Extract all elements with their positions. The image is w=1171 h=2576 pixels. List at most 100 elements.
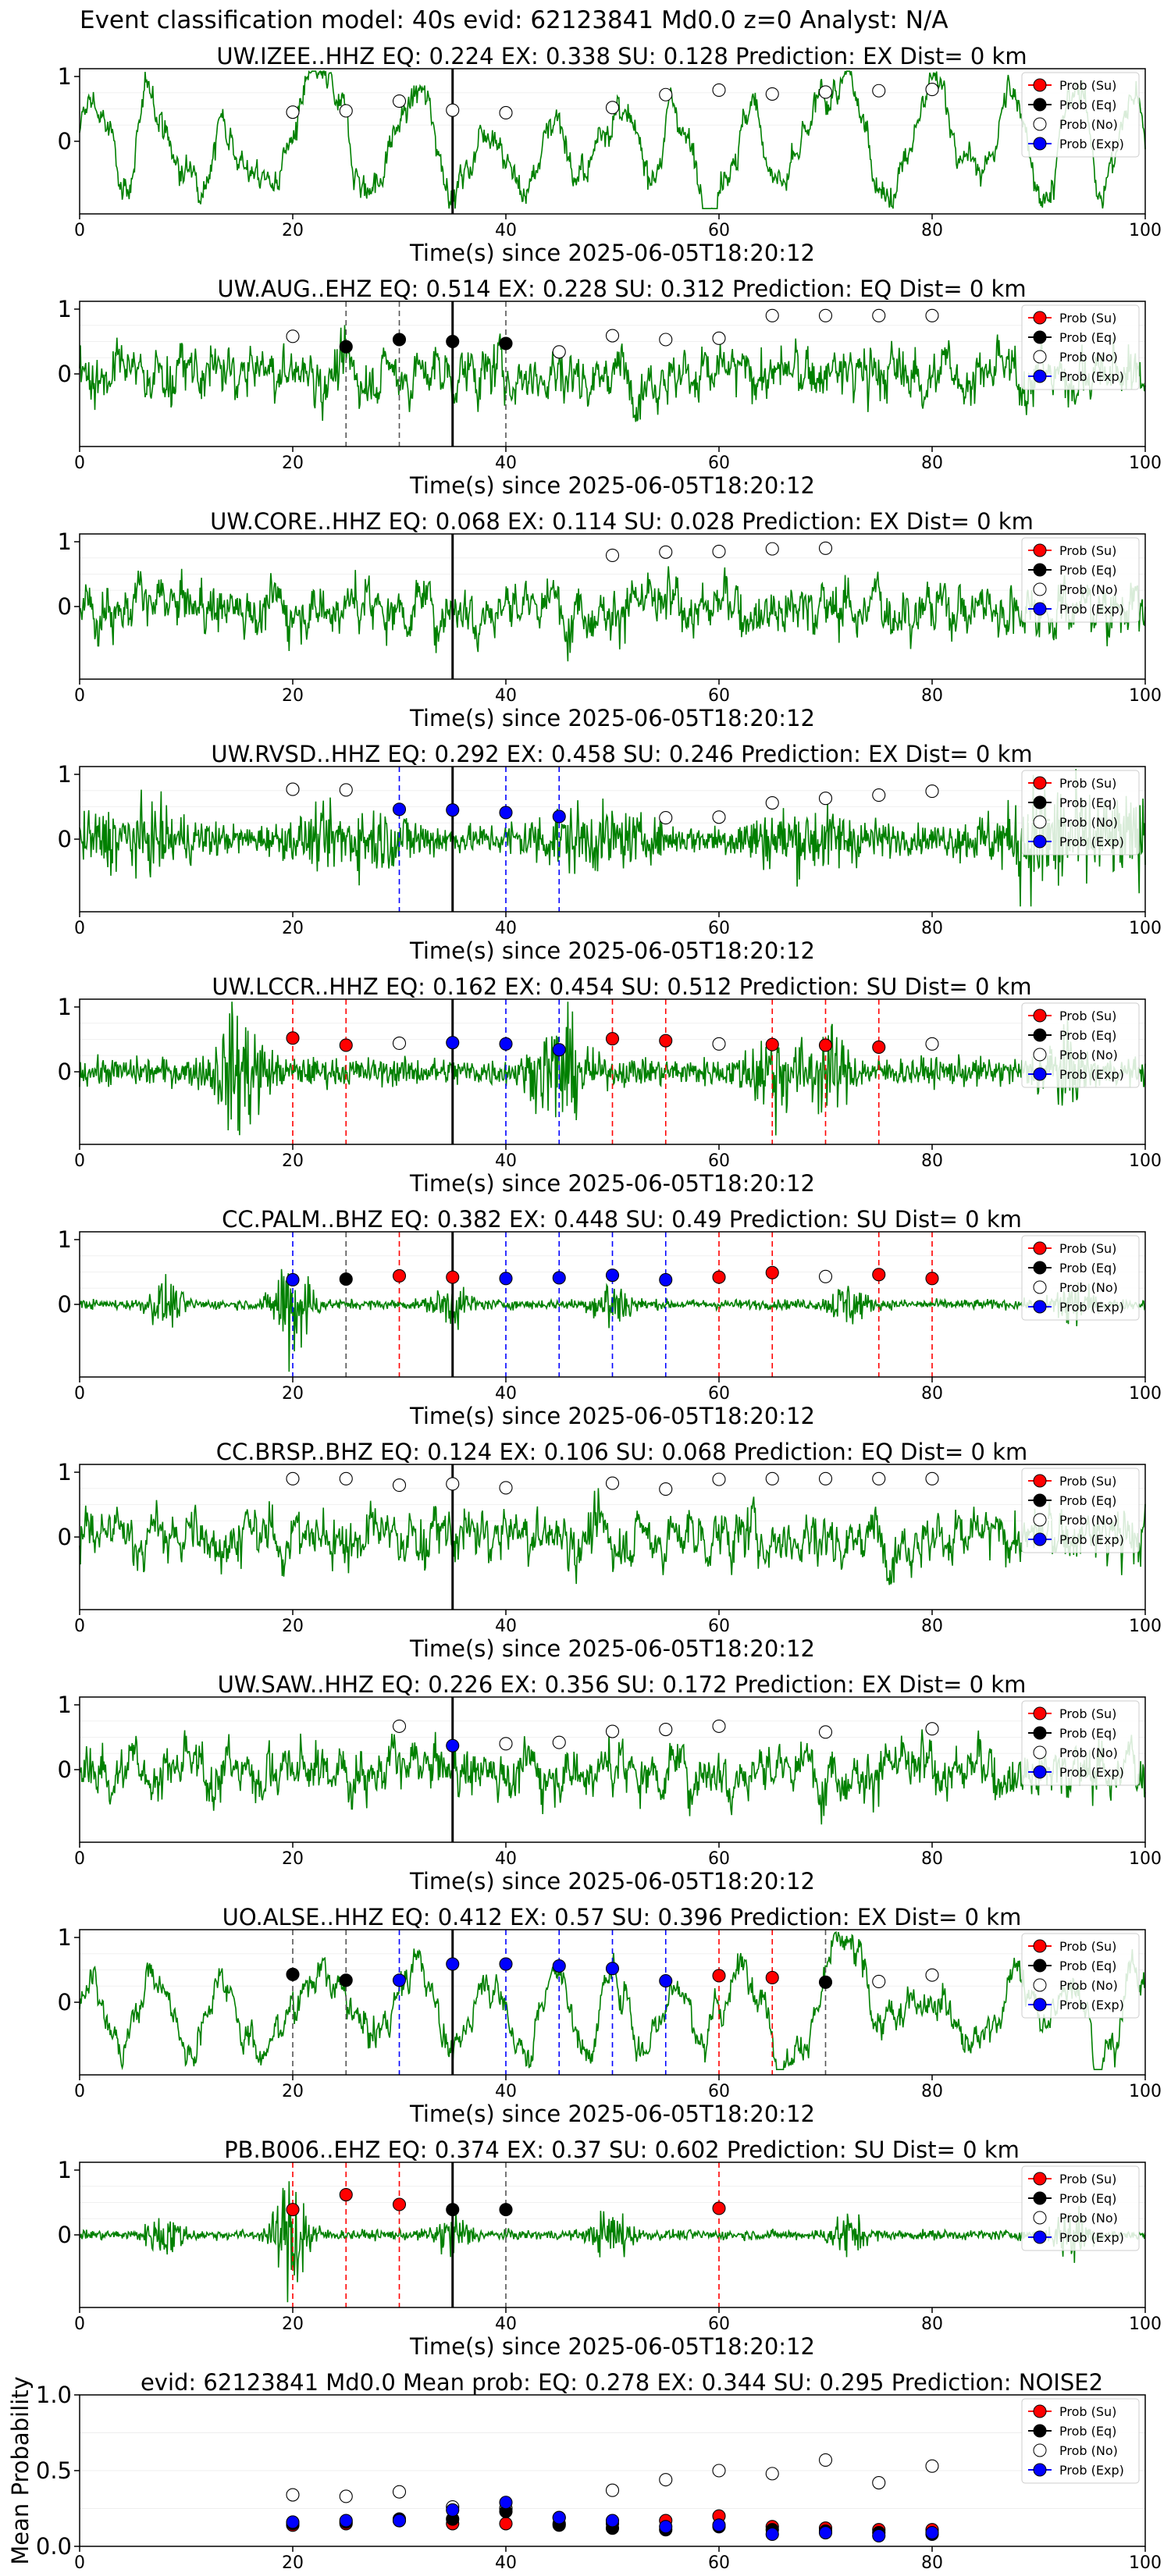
prob-marker-no xyxy=(499,1481,513,1495)
legend-label-su: Prob (Su) xyxy=(1059,1474,1116,1489)
prob-marker-no xyxy=(872,788,886,802)
prob-marker-eq xyxy=(286,1967,300,1981)
prob-marker-su xyxy=(286,2203,300,2217)
x-tick-label: 0 xyxy=(74,2553,85,2573)
x-tick-label: 80 xyxy=(921,2314,943,2334)
prob-marker-no xyxy=(605,548,620,562)
prob-marker-no xyxy=(765,87,779,101)
prob-marker-no xyxy=(446,103,460,117)
prob-marker-eq xyxy=(446,2203,460,2217)
mean-marker-exp xyxy=(765,2527,779,2542)
legend-marker-eq xyxy=(1033,1261,1047,1275)
x-tick-label: 0 xyxy=(74,1384,85,1404)
prob-marker-no xyxy=(659,811,673,825)
x-tick-label: 0 xyxy=(74,221,85,240)
legend-label-exp: Prob (Exp) xyxy=(1059,1532,1124,1547)
prob-marker-no xyxy=(712,331,726,345)
legend-box-1 xyxy=(1021,304,1140,390)
prob-marker-no xyxy=(712,544,726,559)
prob-marker-no xyxy=(286,329,300,343)
prob-marker-su xyxy=(339,2187,353,2202)
mean-marker-exp xyxy=(286,2515,300,2529)
prob-marker-no xyxy=(765,795,779,810)
mean-marker-exp xyxy=(605,2514,620,2528)
prob-marker-no xyxy=(818,85,833,99)
prob-marker-no xyxy=(925,1722,939,1736)
legend-label-eq: Prob (Eq) xyxy=(1059,2424,1116,2439)
prob-marker-exp xyxy=(552,1043,566,1057)
prob-marker-eq xyxy=(499,2203,513,2217)
prob-marker-no xyxy=(818,1269,833,1283)
legend-marker-eq xyxy=(1033,1493,1047,1507)
panel-title-9: PB.B006..EHZ EQ: 0.374 EX: 0.37 SU: 0.60… xyxy=(224,2137,1020,2163)
prob-marker-su xyxy=(765,1970,779,1985)
legend-marker-su xyxy=(1033,1009,1047,1023)
x-axis-label-6: Time(s) since 2025-06-05T18:20:12 xyxy=(409,1635,815,1662)
legend-marker-no xyxy=(1033,1978,1047,1992)
prob-marker-no xyxy=(925,83,939,97)
y-tick-label: 0 xyxy=(58,2222,72,2248)
y-tick-label: 1 xyxy=(58,1924,72,1951)
legend-label-su: Prob (Su) xyxy=(1059,311,1116,326)
legend-marker-exp xyxy=(1033,602,1047,616)
legend-marker-exp xyxy=(1033,137,1047,151)
figure-suptitle: Event classification model: 40s evid: 62… xyxy=(80,6,949,34)
x-tick-label: 100 xyxy=(1129,686,1162,706)
mean-marker-exp xyxy=(925,2525,939,2540)
x-axis-label-9: Time(s) since 2025-06-05T18:20:12 xyxy=(409,2333,815,2360)
legend-label-exp: Prob (Exp) xyxy=(1059,2463,1124,2478)
y-tick-label: 1 xyxy=(58,63,72,90)
legend-box-2 xyxy=(1021,537,1140,623)
legend-label-eq: Prob (Eq) xyxy=(1059,795,1116,810)
legend-label-no: Prob (No) xyxy=(1059,582,1118,597)
legend-marker-su xyxy=(1033,2172,1047,2186)
legend-marker-eq xyxy=(1033,563,1047,577)
x-tick-label: 40 xyxy=(495,454,517,473)
legend-label-no: Prob (No) xyxy=(1059,1513,1118,1528)
waveform-trace-3 xyxy=(79,769,1146,907)
y-tick-label: 1 xyxy=(58,1459,72,1485)
prob-marker-su xyxy=(339,1038,353,1052)
x-tick-label: 20 xyxy=(282,2082,304,2101)
panel-title-4: UW.LCCR..HHZ EQ: 0.162 EX: 0.454 SU: 0.5… xyxy=(212,973,1031,1000)
y-tick-label: 1 xyxy=(58,296,72,322)
waveform-trace-0 xyxy=(79,69,1146,209)
legend-box-8 xyxy=(1021,1933,1140,2019)
x-tick-label: 20 xyxy=(282,1849,304,1869)
prob-marker-no xyxy=(925,1968,939,1982)
prob-marker-no xyxy=(659,1722,673,1737)
prob-marker-exp xyxy=(552,1959,566,1973)
prob-marker-no xyxy=(765,308,779,322)
prob-marker-no xyxy=(286,782,300,796)
legend-label-no: Prob (No) xyxy=(1059,2443,1118,2458)
legend-marker-no xyxy=(1033,1280,1047,1294)
prob-marker-exp xyxy=(392,1973,407,1987)
x-axis-label-3: Time(s) since 2025-06-05T18:20:12 xyxy=(409,938,815,964)
axes-frame-0 xyxy=(79,68,1146,215)
legend-marker-exp xyxy=(1033,369,1047,383)
legend-label-su: Prob (Su) xyxy=(1059,776,1116,791)
mean-marker-no xyxy=(818,2453,833,2467)
x-tick-label: 80 xyxy=(921,1849,943,1869)
prob-marker-no xyxy=(925,785,939,799)
legend-marker-su xyxy=(1033,311,1047,325)
prob-marker-no xyxy=(659,545,673,559)
prob-marker-no xyxy=(605,1724,620,1738)
x-axis-label-8: Time(s) since 2025-06-05T18:20:12 xyxy=(409,2101,815,2127)
mean-marker-exp xyxy=(712,2518,726,2532)
prob-marker-no xyxy=(392,1719,407,1733)
legend-marker-eq xyxy=(1033,330,1047,344)
prob-marker-su xyxy=(712,2201,726,2215)
mean-marker-exp xyxy=(872,2528,886,2542)
prob-marker-no xyxy=(925,1471,939,1485)
x-tick-label: 60 xyxy=(708,1384,730,1404)
legend-box-4 xyxy=(1021,1002,1140,1088)
legend-label-no: Prob (No) xyxy=(1059,1048,1118,1062)
prob-marker-su xyxy=(446,1270,460,1284)
prob-marker-su xyxy=(605,1032,620,1046)
prob-marker-no xyxy=(818,1725,833,1739)
legend-marker-eq xyxy=(1033,795,1047,809)
panel-title-10: evid: 62123841 Md0.0 Mean prob: EQ: 0.27… xyxy=(141,2369,1103,2396)
prob-marker-exp xyxy=(446,1738,460,1752)
prob-marker-no xyxy=(286,105,300,119)
